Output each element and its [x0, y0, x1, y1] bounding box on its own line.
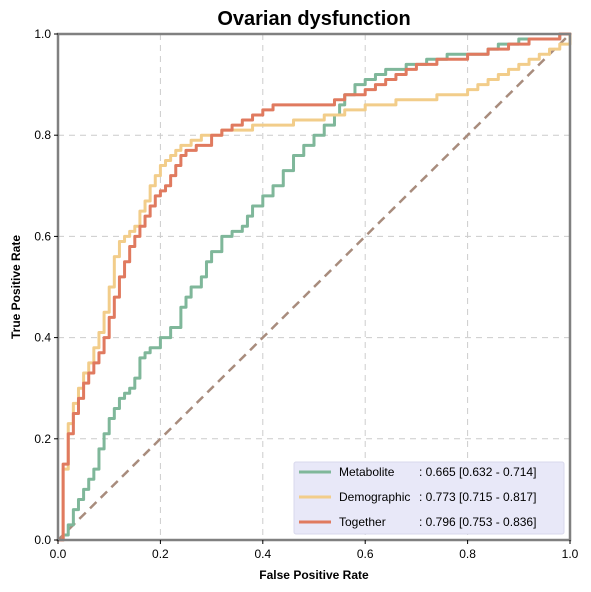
series-line-metabolite	[56, 32, 572, 542]
y-axis-label: True Positive Rate	[9, 235, 23, 339]
legend-items: Metabolite : 0.665 [0.632 - 0.714] Demogra…	[299, 465, 536, 529]
x-tick-label-4: 0.8	[459, 547, 476, 561]
x-tick-label-0: 0.0	[50, 547, 67, 561]
chart-title: Ovarian dysfunction	[217, 8, 410, 30]
x-tick-label-2: 0.4	[254, 547, 271, 561]
x-axis-label: False Positive Rate	[259, 568, 369, 582]
legend-auc-together: : 0.796 [0.753 - 0.836]	[419, 515, 536, 529]
legend-label-together: Together	[339, 515, 386, 529]
y-tick-label-3: 0.6	[34, 229, 51, 243]
legend-auc-demographic: : 0.773 [0.715 - 0.817]	[419, 490, 536, 504]
y-tick-label-2: 0.4	[34, 331, 51, 345]
legend-label-demographic: Demographic	[339, 490, 410, 504]
legend-auc-metabolite: : 0.665 [0.632 - 0.714]	[419, 465, 536, 479]
series-layer	[56, 32, 572, 542]
legend-label-metabolite: Metabolite	[339, 465, 395, 479]
legend: Metabolite : 0.665 [0.632 - 0.714] Demogra…	[293, 461, 565, 535]
tick-layer: 0.0 0.2 0.4 0.6 0.8 1.0 0.0 0.2 0.4 0.6 0.8 1.0	[34, 27, 578, 561]
plot-frame	[56, 32, 572, 542]
y-tick-label-1: 0.2	[34, 432, 51, 446]
legend-background	[293, 461, 565, 535]
series-line-demographic	[56, 32, 572, 542]
y-tick-label-0: 0.0	[34, 533, 51, 547]
x-tick-label-5: 1.0	[562, 547, 579, 561]
y-tick-label-5: 1.0	[34, 27, 51, 41]
x-tick-label-3: 0.6	[357, 547, 374, 561]
x-tick-label-1: 0.2	[152, 547, 169, 561]
series-line-together	[56, 32, 572, 542]
y-tick-label-4: 0.8	[34, 128, 51, 142]
